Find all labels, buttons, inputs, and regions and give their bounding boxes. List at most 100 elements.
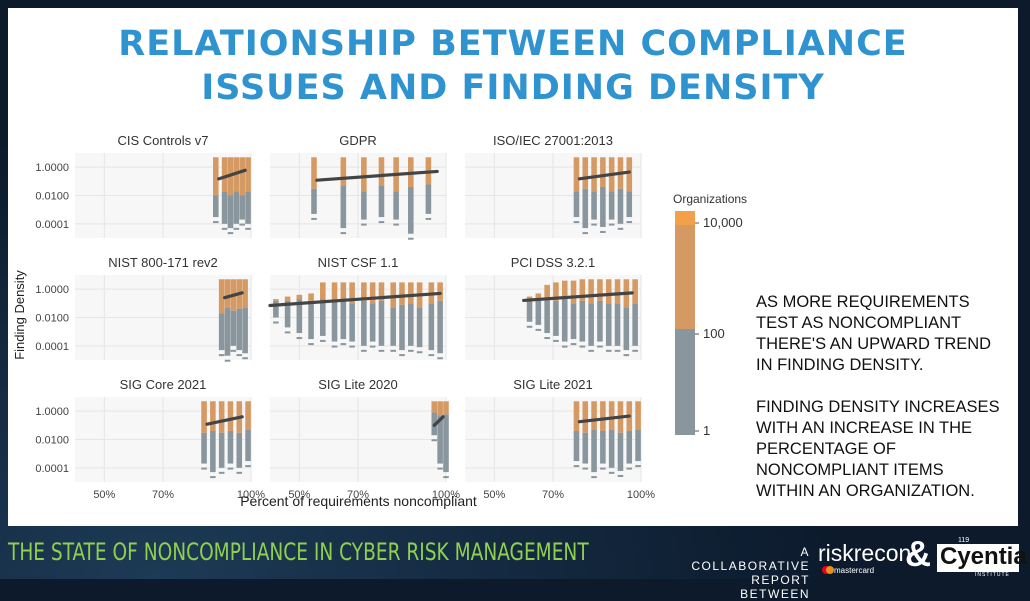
trend-line [223,291,244,300]
bar-lower [608,429,615,468]
panel-title: GDPR [339,133,377,148]
y-tick-label: 0.0001 [35,463,69,475]
bar-lower [236,308,243,351]
bar-outlier [582,232,589,235]
bar-outlier [378,221,385,224]
bar-upper [245,157,251,192]
note-line: NONCOMPLIANT ITEMS [756,461,944,479]
trend-line [268,291,442,308]
bar-outlier [239,223,245,226]
bar-lower [591,429,597,473]
legend-band-mid [675,225,695,329]
bar-upper [570,280,577,304]
bar-lower [393,191,399,220]
bar-upper [201,401,207,433]
bar-lower [273,300,279,318]
bar-upper [221,157,228,192]
cyentia-logo-box [937,544,1019,572]
collaboration-text: A COLLABORATIVE REPORT BETWEEN [690,545,810,601]
cyentia-number: 119 [958,537,970,544]
title-line-2: ISSUES AND FINDING DENSITY [201,68,825,108]
riskrecon-logo: riskrecon [818,540,912,566]
bar-outlier [588,349,594,352]
bar-upper [361,157,367,192]
y-tick-label: 0.0100 [35,435,69,447]
bar-outlier [431,439,438,442]
y-tick-label: 1.0000 [35,162,69,174]
bar-lower [425,184,432,214]
bar-outlier [605,349,612,352]
bar-upper [635,401,641,430]
mastercard-icon-overlap [826,566,834,574]
bar-upper [210,401,216,431]
bar-upper [443,401,449,415]
bar-upper [582,157,589,189]
bar-lower [213,195,219,218]
bar-lower [437,300,443,354]
bar-upper [600,401,606,431]
trend-line [577,170,631,181]
bar-upper [588,279,594,304]
bar-lower [224,307,231,356]
bar-upper [308,293,314,301]
bar-outlier [608,471,615,474]
report-title: THE STATE OF NONCOMPLIANCE IN CYBER RISK… [8,538,589,566]
bar-lower [526,300,533,322]
bar-outlier [425,217,432,220]
bar-outlier [614,349,621,352]
bar-upper [535,293,542,300]
bar-lower [390,307,396,346]
bar-lower [230,310,237,346]
bar-lower [399,304,405,351]
bar-outlier [230,349,237,352]
x-tick-label: 50% [288,489,310,501]
bar-upper [218,401,225,433]
panel-title: SIG Lite 2021 [513,377,593,392]
bar-outlier [361,223,367,226]
panel-title: NIST CSF 1.1 [318,255,399,270]
bar-upper [213,157,219,196]
bar-upper [553,282,559,301]
bar-outlier [600,467,606,470]
slide-title: RELATIONSHIP BETWEEN COMPLIANCE ISSUES A… [8,22,1018,110]
bar-lower [218,313,225,351]
bar-lower [340,185,347,229]
bar-upper [239,157,245,196]
cyentia-logo: Cyentia [940,543,1027,570]
bar-outlier [635,465,641,468]
panel-title: NIST 800-171 rev2 [108,255,218,270]
bar-upper [608,401,615,430]
panel-title: PCI DSS 3.2.1 [511,255,596,270]
bar-lower [597,300,603,342]
trend-line [577,414,631,424]
collab-line-2: REPORT BETWEEN [740,573,810,601]
bar-lower [428,303,435,351]
bar-outlier [273,321,279,324]
bar-lower [582,188,589,229]
note-paragraph-1: AS MORE REQUIREMENTS TEST AS NONCOMPLIAN… [756,292,1006,376]
bar-lower [600,430,606,464]
bar-upper [349,282,355,304]
bar-outlier [544,337,550,340]
panel-title: SIG Lite 2020 [318,377,398,392]
trend-line [432,415,445,427]
bar-outlier [626,221,633,224]
bar-lower [227,195,234,229]
bar-outlier [428,354,435,357]
bar-outlier [218,354,225,357]
bar-lower [443,414,449,473]
bar-outlier [284,331,291,334]
bar-lower [308,300,314,340]
bar-upper [245,401,251,430]
bar-outlier [331,345,338,348]
bar-outlier [608,223,615,226]
bar-outlier [582,467,589,470]
trend-line [315,169,439,182]
bar-outlier [617,227,624,230]
bar-lower [570,303,577,340]
bar-upper [597,279,603,301]
y-tick-label: 0.0100 [35,313,69,325]
note-line: FINDING DENSITY INCREASES [756,398,1000,416]
bar-outlier [390,349,396,352]
x-tick-label: 70% [347,489,369,501]
